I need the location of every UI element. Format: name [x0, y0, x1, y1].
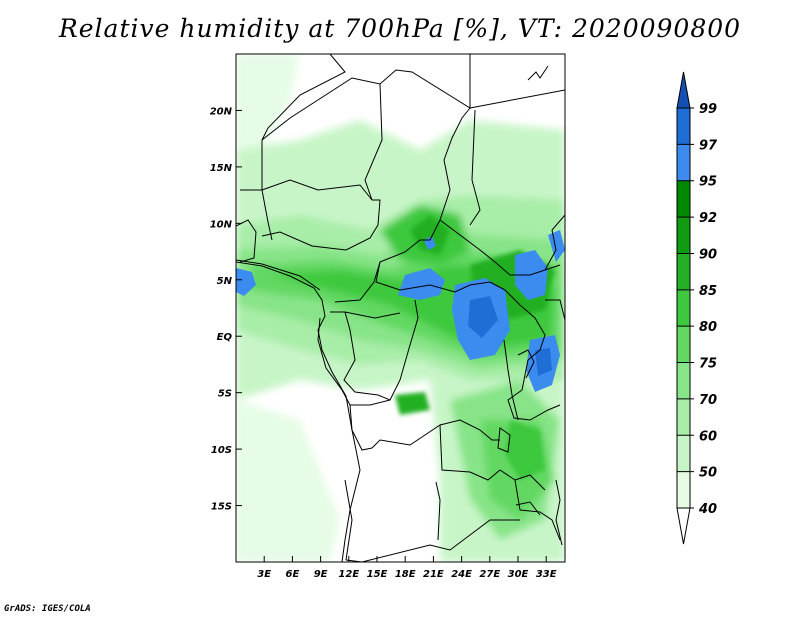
lon-tick-label: 24E — [451, 569, 472, 580]
colorbar-label: 60 — [699, 429, 717, 444]
colorbar-segment — [677, 253, 690, 290]
country-boundaries — [236, 54, 565, 562]
coastlines — [236, 65, 563, 562]
map-plot-area — [235, 53, 566, 563]
colorbar-label: 50 — [699, 466, 717, 481]
latitude-axis: 20N 15N 10N 5N EQ 5S 10S 15S — [210, 106, 242, 513]
lon-tick-label: 18E — [395, 569, 416, 580]
lon-tick-label: 30E — [508, 569, 529, 580]
colorbar-label: 99 — [699, 102, 717, 117]
lat-tick-label: 10N — [210, 219, 233, 230]
colorbar-segment — [677, 217, 690, 254]
colorbar-segment — [677, 326, 690, 363]
colorbar-segment — [677, 398, 690, 436]
colorbar-segment — [677, 144, 690, 181]
colorbar-label: 80 — [699, 320, 717, 335]
lat-tick-label: 10S — [211, 445, 232, 456]
map-frame — [235, 53, 566, 563]
lon-tick-label: 12E — [338, 569, 359, 580]
colorbar: 40 50 60 70 75 80 85 90 92 95 97 99 — [676, 71, 718, 545]
lat-tick-label: 15S — [211, 502, 232, 513]
colorbar-segment — [677, 180, 690, 218]
colorbar-label: 70 — [699, 393, 717, 408]
lon-tick-label: 33E — [536, 569, 557, 580]
lat-tick-label: 5N — [217, 276, 233, 287]
lon-tick-label: 21E — [423, 569, 444, 580]
colorbar-segment — [677, 108, 690, 145]
colorbar-segment — [677, 471, 690, 508]
lon-tick-label: 15E — [367, 569, 388, 580]
colorbar-label: 95 — [699, 175, 717, 190]
lat-tick-label: 15N — [210, 163, 233, 174]
longitude-axis: 3E 6E 9E 12E 15E 18E 21E 24E 27E 30E 33E — [257, 556, 557, 580]
colorbar-segment — [677, 289, 690, 327]
map-title: Relative humidity at 700hPa [%], VT: 202… — [58, 14, 742, 43]
lat-tick-label: 20N — [210, 106, 233, 117]
grads-credit: GrADS: IGES/COLA — [4, 604, 91, 614]
colorbar-label: 90 — [699, 247, 717, 262]
colorbar-label: 75 — [699, 357, 717, 372]
lat-tick-label: EQ — [217, 332, 233, 343]
colorbar-segment — [677, 435, 690, 472]
lon-tick-label: 6E — [286, 569, 300, 580]
colorbar-label: 92 — [699, 211, 717, 226]
colorbar-lower-extension — [676, 507, 691, 545]
lon-tick-label: 27E — [479, 569, 500, 580]
colorbar-label: 97 — [699, 138, 718, 153]
lon-tick-label: 3E — [257, 569, 271, 580]
colorbar-label: 85 — [699, 284, 717, 299]
humidity-field — [236, 54, 565, 562]
lat-tick-label: 5S — [218, 389, 232, 400]
lon-tick-label: 9E — [314, 569, 328, 580]
colorbar-upper-extension — [676, 71, 691, 109]
colorbar-label: 40 — [698, 502, 717, 517]
colorbar-segment — [677, 362, 690, 399]
